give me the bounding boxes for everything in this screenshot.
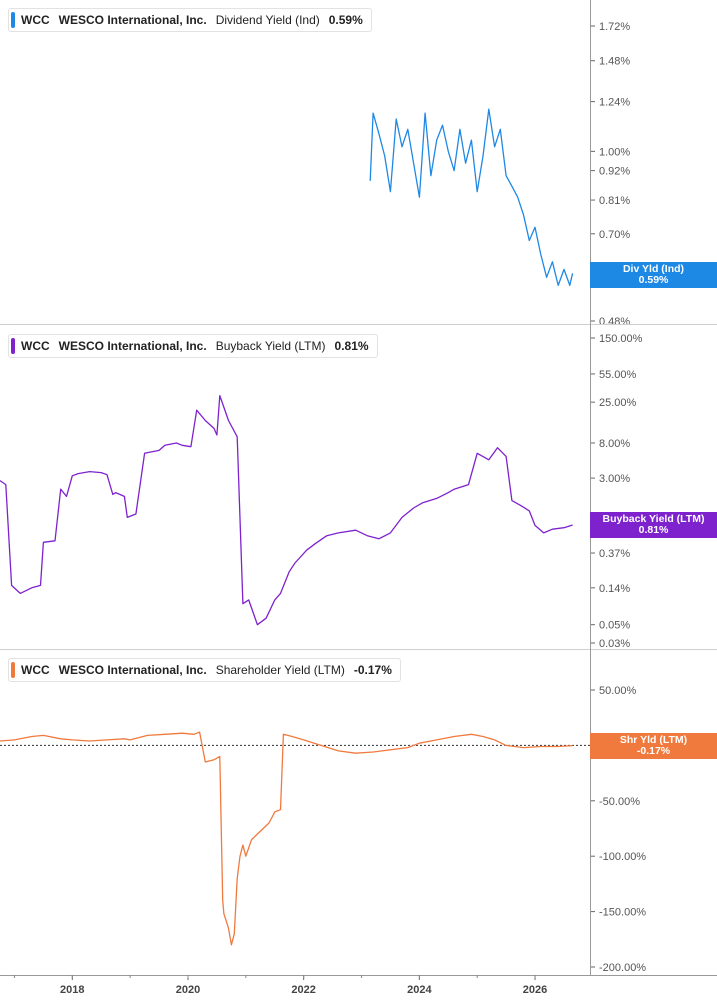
y-tick-label: 1.72% <box>599 21 630 33</box>
tag-label: Buyback Yield (LTM) <box>602 513 705 525</box>
shareholder-yield-color-bar <box>11 662 15 678</box>
buyback-yield-legend[interactable]: WCC WESCO International, Inc. Buyback Yi… <box>8 334 378 358</box>
y-tick-label: 0.81% <box>599 195 630 207</box>
y-tick-label: -50.00% <box>599 796 640 808</box>
series-line <box>0 731 573 946</box>
y-tick-label: 25.00% <box>599 397 637 409</box>
x-tick-label: 2026 <box>523 984 547 996</box>
metric-name: Shareholder Yield (LTM) <box>215 663 345 677</box>
metric-value: -0.17% <box>353 663 392 677</box>
y-tick-label: 0.92% <box>599 166 630 178</box>
y-tick-label: 8.00% <box>599 438 630 450</box>
ticker-label: WCC <box>21 339 50 353</box>
tag-value: 0.81% <box>638 524 669 536</box>
ticker-label: WCC <box>21 13 50 27</box>
y-tick-label: 1.00% <box>599 146 630 158</box>
dividend-yield-value-tag: Div Yld (Ind) 0.59% <box>590 262 717 288</box>
y-tick-label: -150.00% <box>599 907 646 919</box>
y-tick-label: 0.03% <box>599 638 630 650</box>
dividend-yield-legend[interactable]: WCC WESCO International, Inc. Dividend Y… <box>8 8 372 32</box>
metric-value: 0.81% <box>334 339 369 353</box>
x-tick-label: 2020 <box>176 984 200 996</box>
y-tick-label: -100.00% <box>599 851 646 863</box>
shareholder-yield-value-tag: Shr Yld (LTM) -0.17% <box>590 733 717 759</box>
x-tick-label: 2018 <box>60 984 84 996</box>
company-name: WESCO International, Inc. <box>58 13 207 27</box>
y-tick-label: 0.05% <box>599 620 630 632</box>
ticker-label: WCC <box>21 663 50 677</box>
y-tick-label: 1.24% <box>599 97 630 109</box>
y-tick-label: 50.00% <box>599 685 637 697</box>
y-tick-label: 0.14% <box>599 583 630 595</box>
x-tick-label: 2022 <box>291 984 315 996</box>
metric-name: Dividend Yield (Ind) <box>215 13 320 27</box>
buyback-yield-color-bar <box>11 338 15 354</box>
y-tick-label: 1.48% <box>599 56 630 68</box>
y-tick-label: 0.70% <box>599 229 630 241</box>
y-tick-label: 0.48% <box>599 316 630 328</box>
series-line <box>369 108 574 287</box>
metric-name: Buyback Yield (LTM) <box>215 339 326 353</box>
y-tick-label: 150.00% <box>599 333 643 345</box>
tag-label: Div Yld (Ind) <box>622 263 685 275</box>
tag-label: Shr Yld (LTM) <box>619 734 688 746</box>
y-tick-label: 55.00% <box>599 369 637 381</box>
company-name: WESCO International, Inc. <box>58 663 207 677</box>
metric-value: 0.59% <box>328 13 363 27</box>
company-name: WESCO International, Inc. <box>58 339 207 353</box>
x-tick-label: 2024 <box>407 984 432 996</box>
series-line <box>0 394 573 626</box>
dividend-yield-color-bar <box>11 12 15 28</box>
shareholder-yield-legend[interactable]: WCC WESCO International, Inc. Shareholde… <box>8 658 401 682</box>
tag-value: 0.59% <box>638 274 669 286</box>
tag-value: -0.17% <box>636 745 671 757</box>
y-tick-label: 0.37% <box>599 548 630 560</box>
buyback-yield-value-tag: Buyback Yield (LTM) 0.81% <box>590 512 717 538</box>
y-tick-label: 3.00% <box>599 473 630 485</box>
y-tick-label: -200.00% <box>599 962 646 974</box>
